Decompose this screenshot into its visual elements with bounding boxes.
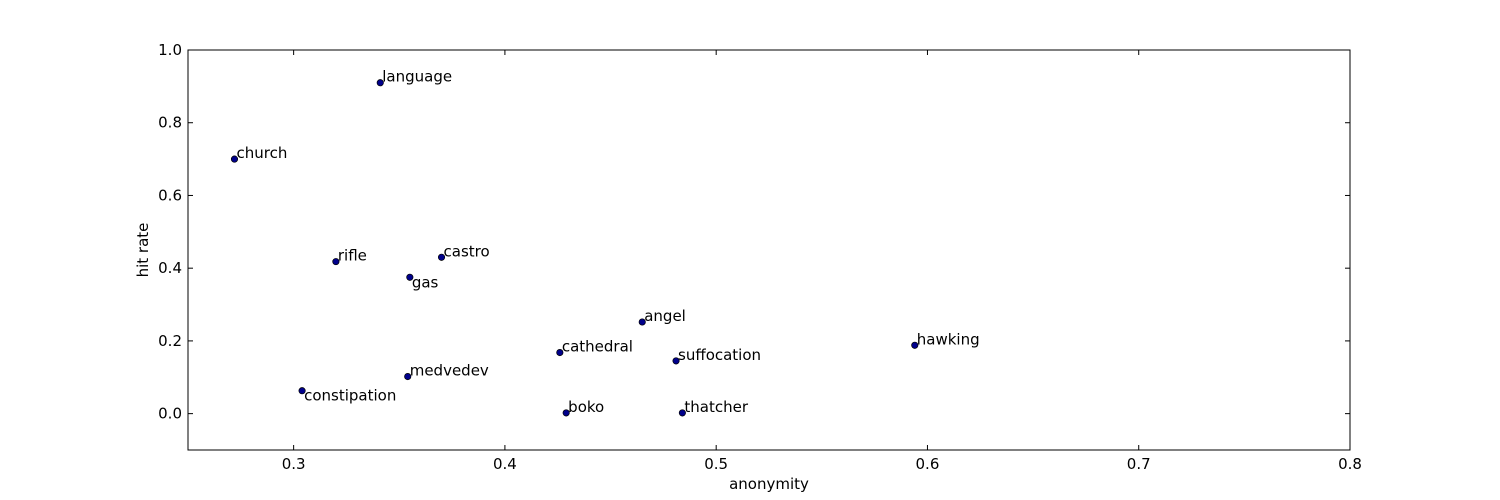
- x-tick-label: 0.8: [1338, 455, 1362, 473]
- data-point-suffocation: [672, 357, 680, 365]
- data-point-cathedral: [556, 348, 564, 357]
- x-tick-label: 0.5: [704, 455, 728, 473]
- data-point-constipation: [298, 387, 306, 395]
- y-axis-ticks: 0.0 0.2 0.4 0.6 0.8 1.0: [158, 41, 1350, 423]
- data-point-language: [376, 79, 384, 87]
- y-tick-label: 0.2: [158, 332, 182, 350]
- point-label-medvedev: medvedev: [410, 362, 489, 380]
- plot-frame: [187, 49, 1351, 451]
- x-tick-label: 0.4: [493, 455, 517, 473]
- data-point-gas: [406, 273, 414, 281]
- point-label-castro: castro: [444, 242, 490, 260]
- point-label-hawking: hawking: [917, 330, 980, 348]
- point-label-language: language: [382, 68, 452, 86]
- point-label-suffocation: suffocation: [678, 346, 761, 364]
- point-label-church: church: [236, 144, 287, 162]
- data-point-boko: [562, 409, 570, 417]
- point-label-boko: boko: [568, 398, 604, 416]
- point-label-angel: angel: [644, 307, 686, 325]
- point-label-cathedral: cathedral: [562, 338, 633, 356]
- y-tick-label: 0.8: [158, 114, 182, 132]
- point-label-rifle: rifle: [338, 247, 367, 265]
- y-tick-label: 0.6: [158, 186, 182, 204]
- data-point-angel: [638, 318, 646, 326]
- x-axis-label: anonymity: [729, 475, 809, 493]
- data-point-rifle: [332, 258, 340, 266]
- y-axis-label: hit rate: [134, 223, 152, 278]
- data-point-church: [230, 155, 239, 163]
- y-tick-label: 0.4: [158, 259, 182, 277]
- x-axis-ticks: 0.3 0.4 0.5 0.6 0.7 0.8: [282, 50, 1362, 473]
- data-points: language church rifle castro gas angel hawking…: [230, 68, 980, 417]
- data-point-castro: [437, 253, 446, 261]
- x-tick-label: 0.7: [1127, 455, 1151, 473]
- data-point-hawking: [911, 341, 919, 349]
- x-tick-label: 0.3: [282, 455, 306, 473]
- data-point-thatcher: [678, 409, 686, 417]
- x-tick-label: 0.6: [916, 455, 940, 473]
- point-label-thatcher: thatcher: [684, 398, 748, 416]
- y-tick-label: 0.0: [158, 405, 182, 423]
- point-label-gas: gas: [412, 273, 439, 291]
- point-label-constipation: constipation: [304, 387, 396, 405]
- y-tick-label: 1.0: [158, 41, 182, 59]
- data-point-medvedev: [404, 372, 412, 381]
